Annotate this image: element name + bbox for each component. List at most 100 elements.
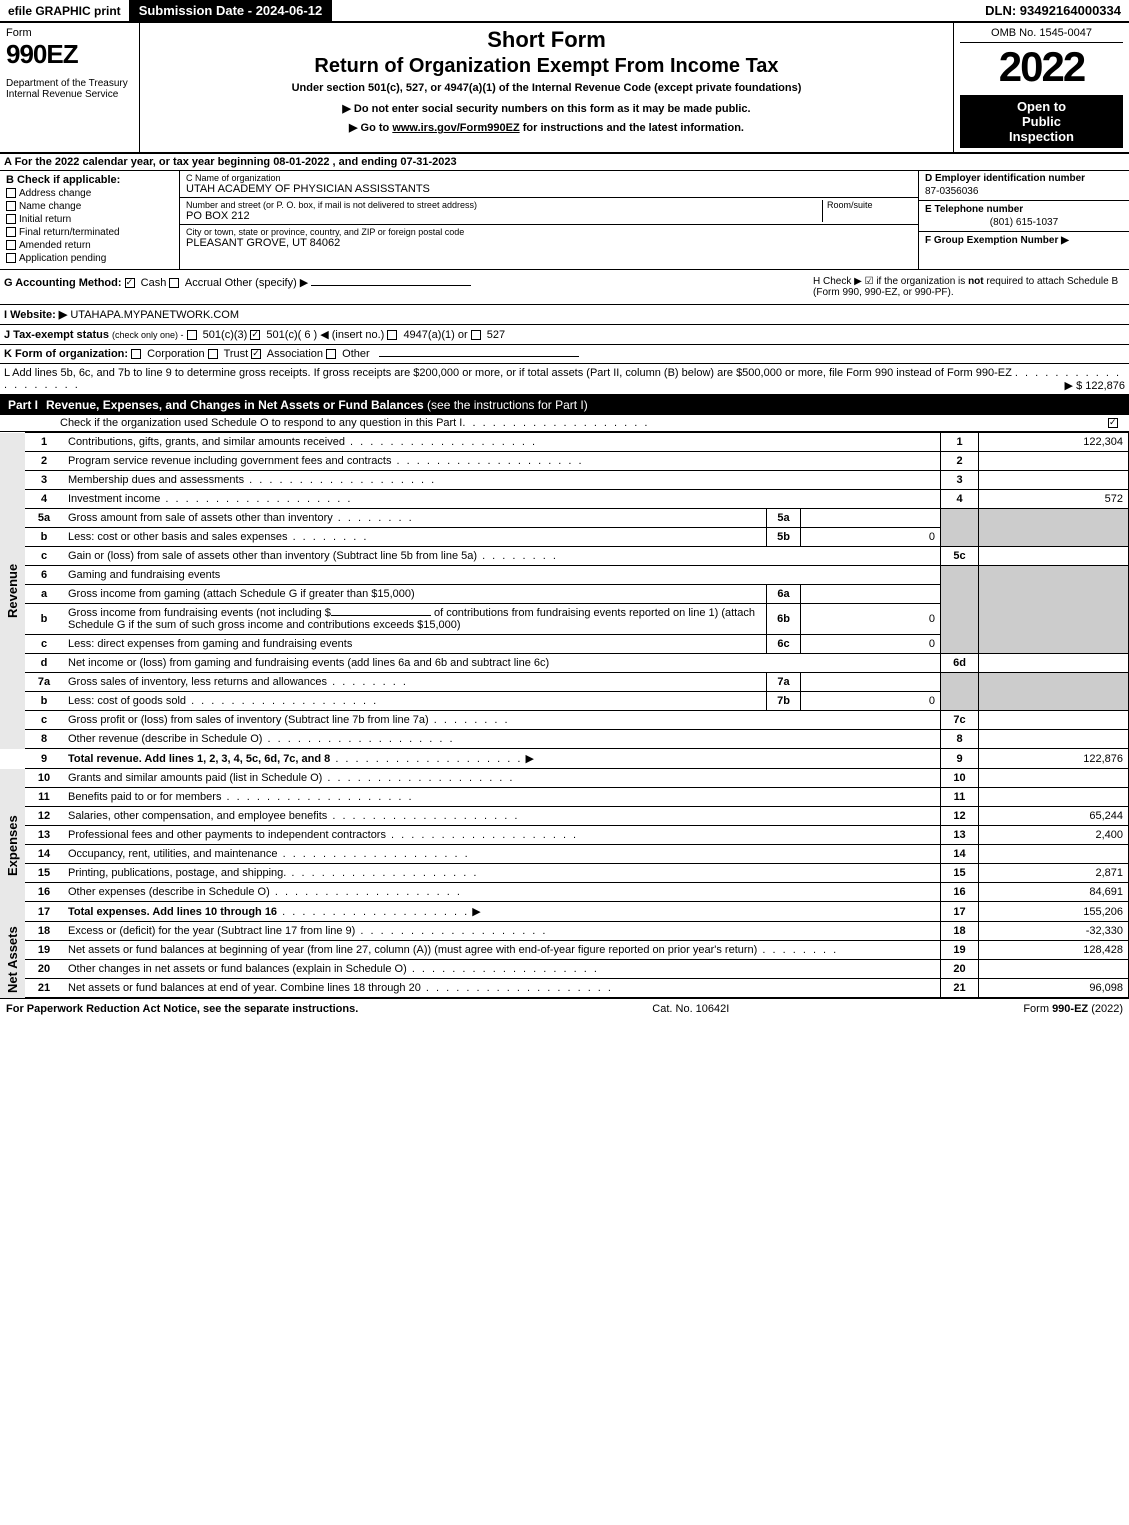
line-19-value: 128,428 — [979, 941, 1129, 960]
line-4-value: 572 — [979, 490, 1129, 509]
line-20-value — [979, 960, 1129, 979]
street-cell: Number and street (or P. O. box, if mail… — [180, 198, 918, 225]
irs-link[interactable]: www.irs.gov/Form990EZ — [392, 122, 519, 134]
line-2-value — [979, 452, 1129, 471]
revenue-vlabel: Revenue — [0, 433, 25, 749]
tax-year: 2022 — [960, 43, 1123, 91]
h-schedule-b: H Check ▶ ☑ if the organization is not r… — [805, 276, 1125, 298]
line-1-value: 122,304 — [979, 433, 1129, 452]
line-21-value: 96,098 — [979, 979, 1129, 998]
line-18: Net Assets 18 Excess or (deficit) for th… — [0, 922, 1129, 941]
gross-receipts-amount: ▶ $ 122,876 — [1065, 379, 1125, 392]
row-g-h: G Accounting Method: Cash Accrual Other … — [0, 270, 1129, 305]
row-i-website: I Website: ▶ UTAHAPA.MYPANETWORK.COM — [0, 305, 1129, 325]
go-to-line: ▶ Go to www.irs.gov/Form990EZ for instru… — [148, 121, 945, 134]
check-501c3[interactable] — [187, 330, 197, 340]
part-1-header: Part I Revenue, Expenses, and Changes in… — [0, 395, 1129, 415]
line-7b-value: 0 — [801, 692, 941, 711]
d-ein-label: D Employer identification number — [925, 173, 1123, 184]
under-section: Under section 501(c), 527, or 4947(a)(1)… — [148, 82, 945, 94]
check-name-change[interactable]: Name change — [6, 201, 173, 212]
department-label: Department of the Treasury Internal Reve… — [6, 78, 133, 100]
line-5c: c Gain or (loss) from sale of assets oth… — [0, 547, 1129, 566]
line-7a: 7a Gross sales of inventory, less return… — [0, 673, 1129, 692]
header-center: Short Form Return of Organization Exempt… — [140, 23, 954, 152]
column-c-org-info: C Name of organization UTAH ACADEMY OF P… — [180, 171, 919, 269]
line-5c-value — [979, 547, 1129, 566]
g-accounting-method: G Accounting Method: Cash Accrual Other … — [4, 276, 805, 298]
line-14-value — [979, 845, 1129, 864]
efile-label: efile GRAPHIC print — [0, 1, 129, 21]
header-right: OMB No. 1545-0047 2022 Open to Public In… — [954, 23, 1129, 152]
f-group-exemption: F Group Exemption Number ▶ — [925, 235, 1123, 246]
check-address-change[interactable]: Address change — [6, 188, 173, 199]
check-schedule-o[interactable] — [1108, 418, 1118, 428]
check-4947[interactable] — [387, 330, 397, 340]
line-20: 20 Other changes in net assets or fund b… — [0, 960, 1129, 979]
row-k-form-org: K Form of organization: Corporation Trus… — [0, 345, 1129, 364]
check-cash[interactable] — [125, 278, 135, 288]
part-1-subheader: Check if the organization used Schedule … — [0, 415, 1129, 432]
line-6c-value: 0 — [801, 635, 941, 654]
check-association[interactable] — [251, 349, 261, 359]
check-final-return[interactable]: Final return/terminated — [6, 227, 173, 238]
row-l-gross-receipts: L Add lines 5b, 6c, and 7b to line 9 to … — [0, 364, 1129, 395]
form-header: Form 990EZ Department of the Treasury In… — [0, 23, 1129, 154]
line-3-value — [979, 471, 1129, 490]
line-15: 15 Printing, publications, postage, and … — [0, 864, 1129, 883]
e-phone-label: E Telephone number — [925, 204, 1123, 215]
line-7c-value — [979, 711, 1129, 730]
line-11-value — [979, 788, 1129, 807]
line-12: 12 Salaries, other compensation, and emp… — [0, 807, 1129, 826]
line-1: Revenue 1 Contributions, gifts, grants, … — [0, 433, 1129, 452]
org-name-cell: C Name of organization UTAH ACADEMY OF P… — [180, 171, 918, 198]
line-21: 21 Net assets or fund balances at end of… — [0, 979, 1129, 998]
line-12-value: 65,244 — [979, 807, 1129, 826]
line-6: 6 Gaming and fundraising events — [0, 566, 1129, 585]
line-16-value: 84,691 — [979, 883, 1129, 902]
check-501c[interactable] — [250, 330, 260, 340]
city-state-zip: PLEASANT GROVE, UT 84062 — [186, 237, 912, 249]
column-b-checkboxes: B Check if applicable: Address change Na… — [0, 171, 180, 269]
line-15-value: 2,871 — [979, 864, 1129, 883]
check-amended-return[interactable]: Amended return — [6, 240, 173, 251]
line-16: 16 Other expenses (describe in Schedule … — [0, 883, 1129, 902]
line-6d: d Net income or (loss) from gaming and f… — [0, 654, 1129, 673]
line-11: 11 Benefits paid to or for members 11 — [0, 788, 1129, 807]
do-not-enter: ▶ Do not enter social security numbers o… — [148, 102, 945, 115]
line-17: 17 Total expenses. Add lines 10 through … — [0, 902, 1129, 922]
website-value: UTAHAPA.MYPANETWORK.COM — [70, 309, 239, 321]
city-cell: City or town, state or province, country… — [180, 225, 918, 251]
line-13-value: 2,400 — [979, 826, 1129, 845]
dln: DLN: 93492164000334 — [977, 0, 1129, 21]
check-application-pending[interactable]: Application pending — [6, 253, 173, 264]
expenses-vlabel: Expenses — [0, 769, 25, 922]
line-10: Expenses 10 Grants and similar amounts p… — [0, 769, 1129, 788]
check-accrual[interactable] — [169, 278, 179, 288]
e-phone-value: (801) 615-1037 — [925, 217, 1123, 228]
line-5b-value: 0 — [801, 528, 941, 547]
line-14: 14 Occupancy, rent, utilities, and maint… — [0, 845, 1129, 864]
org-name: UTAH ACADEMY OF PHYSICIAN ASSISSTANTS — [186, 183, 912, 195]
check-other-org[interactable] — [326, 349, 336, 359]
line-9: 9 Total revenue. Add lines 1, 2, 3, 4, 5… — [0, 749, 1129, 769]
line-7c: c Gross profit or (loss) from sales of i… — [0, 711, 1129, 730]
check-initial-return[interactable]: Initial return — [6, 214, 173, 225]
form-footer-label: Form 990-EZ (2022) — [1023, 1003, 1123, 1015]
netassets-vlabel: Net Assets — [0, 922, 25, 998]
street-address: PO BOX 212 — [186, 210, 822, 222]
line-6d-value — [979, 654, 1129, 673]
b-header: B Check if applicable: — [6, 174, 173, 186]
row-a-tax-year: A For the 2022 calendar year, or tax yea… — [0, 154, 1129, 171]
form-word: Form — [6, 27, 133, 39]
line-13: 13 Professional fees and other payments … — [0, 826, 1129, 845]
check-trust[interactable] — [208, 349, 218, 359]
top-bar: efile GRAPHIC print Submission Date - 20… — [0, 0, 1129, 23]
check-corporation[interactable] — [131, 349, 141, 359]
omb-number: OMB No. 1545-0047 — [960, 27, 1123, 43]
return-title: Return of Organization Exempt From Incom… — [148, 55, 945, 78]
d-ein-value: 87-0356036 — [925, 186, 1123, 197]
paperwork-notice: For Paperwork Reduction Act Notice, see … — [6, 1003, 358, 1015]
cat-number: Cat. No. 10642I — [358, 1003, 1023, 1015]
check-527[interactable] — [471, 330, 481, 340]
